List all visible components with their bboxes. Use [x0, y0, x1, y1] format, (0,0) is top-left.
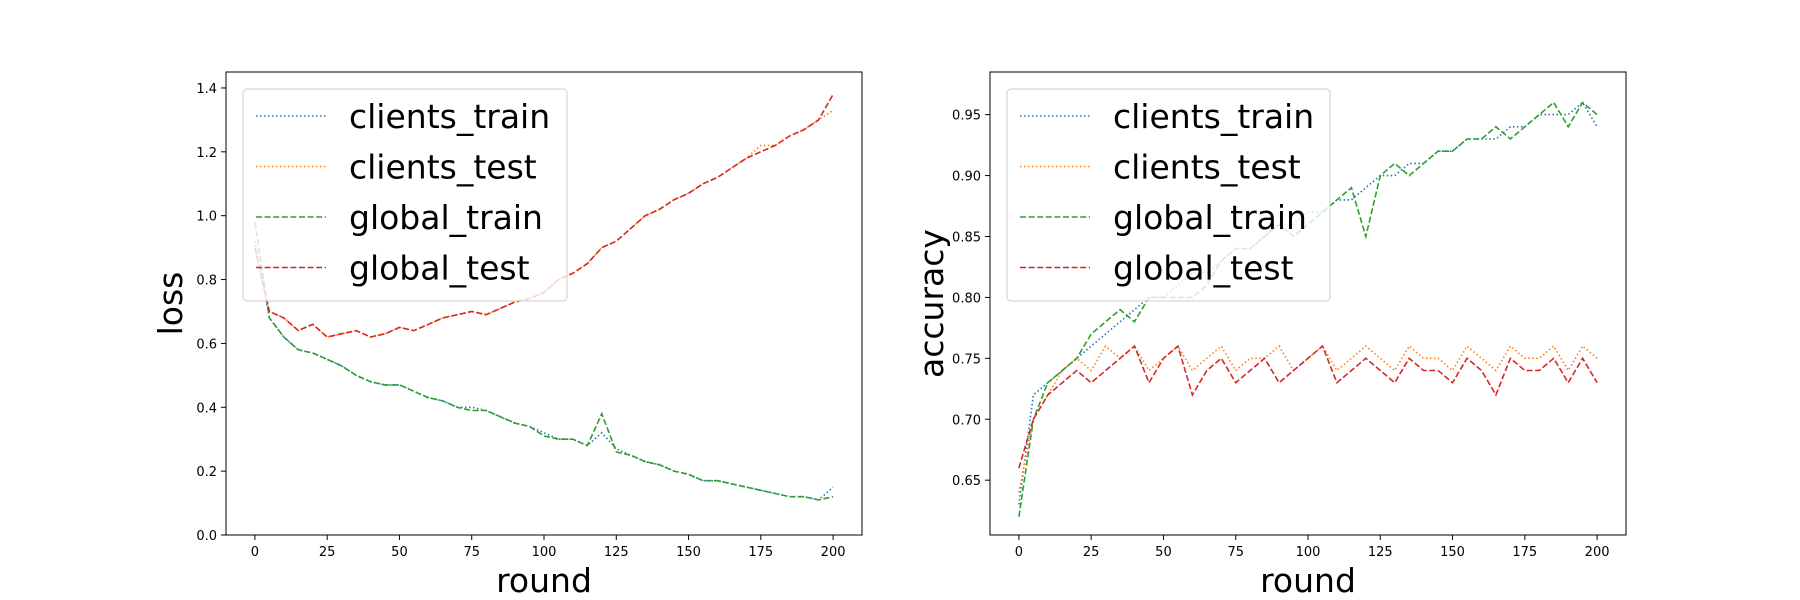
y-tick-label: 0.6: [196, 337, 217, 352]
x-tick-label: 0: [1015, 545, 1023, 560]
y-tick-label: 0.80: [952, 291, 981, 306]
legend-box: [242, 88, 568, 302]
x-axis-label: round: [1260, 561, 1356, 600]
x-tick-label: 125: [604, 545, 629, 560]
x-tick-label: 150: [676, 545, 701, 560]
series-line-clients-train: [1018, 101, 1598, 505]
series-line-global-train: [254, 221, 834, 501]
y-tick-label: 0.2: [196, 465, 217, 480]
x-tick-label: 25: [1083, 545, 1100, 560]
y-axis-label: loss: [151, 272, 190, 336]
x-tick-label: 25: [319, 545, 336, 560]
y-tick-label: 1.4: [196, 82, 217, 97]
y-axis-label: accuracy: [912, 229, 951, 378]
legend-label-global-test: global_test: [349, 249, 530, 288]
x-tick-label: 50: [1155, 545, 1172, 560]
legend-label-clients-train: clients_train: [349, 97, 550, 136]
series-line-global-test: [1018, 344, 1598, 469]
x-tick-label: 125: [1368, 545, 1393, 560]
x-tick-label: 75: [463, 545, 480, 560]
legend-label-global-train: global_train: [1113, 198, 1307, 237]
legend-label-clients-train: clients_train: [1113, 97, 1314, 136]
x-tick-label: 50: [391, 545, 408, 560]
legend-label-clients-test: clients_test: [1113, 148, 1301, 187]
legend-label-global-train: global_train: [349, 198, 543, 237]
y-tick-label: 0.4: [196, 401, 217, 416]
x-tick-label: 75: [1227, 545, 1244, 560]
x-tick-label: 100: [1296, 545, 1321, 560]
chart-panel-2: 0 25 50 75 100 125 150 175 200 0.65 0.70 0.75 0.80 0.…: [912, 71, 1627, 600]
series-lines: [1018, 101, 1598, 517]
x-axis-label: round: [496, 561, 592, 600]
y-tick-label: 0.85: [952, 230, 981, 245]
y-tick-label: 0.95: [952, 109, 981, 124]
y-tick-label: 1.2: [196, 146, 217, 161]
y-tick-label: 0.65: [952, 474, 981, 489]
y-tick-label: 1.0: [196, 210, 217, 225]
legend-box: [1006, 88, 1331, 302]
y-tick-label: 0.90: [952, 170, 981, 185]
legend-label-global-test: global_test: [1113, 249, 1294, 288]
y-tick-label: 0.0: [196, 529, 217, 544]
x-tick-label: 150: [1440, 545, 1465, 560]
legend-label-clients-test: clients_test: [349, 148, 537, 187]
y-tick-label: 0.75: [952, 352, 981, 367]
legend: clients_train clients_test global_trainglo…: [242, 88, 568, 302]
chart-panel-1: 0 25 50 75 100 125 150 175 200 0.0 0.2 0.4 0.6 0.8 1.0…: [151, 71, 863, 600]
x-tick-label: 100: [532, 545, 557, 560]
legend: clients_train clients_test global_trainglo…: [1006, 88, 1331, 302]
x-tick-label: 200: [1585, 545, 1610, 560]
x-tick-label: 175: [748, 545, 773, 560]
x-tick-label: 0: [251, 545, 259, 560]
series-line-global-train: [1018, 101, 1598, 517]
y-tick-label: 0.70: [952, 413, 981, 428]
y-tick-label: 0.8: [196, 274, 217, 289]
x-tick-label: 200: [821, 545, 846, 560]
x-tick-label: 175: [1512, 545, 1537, 560]
